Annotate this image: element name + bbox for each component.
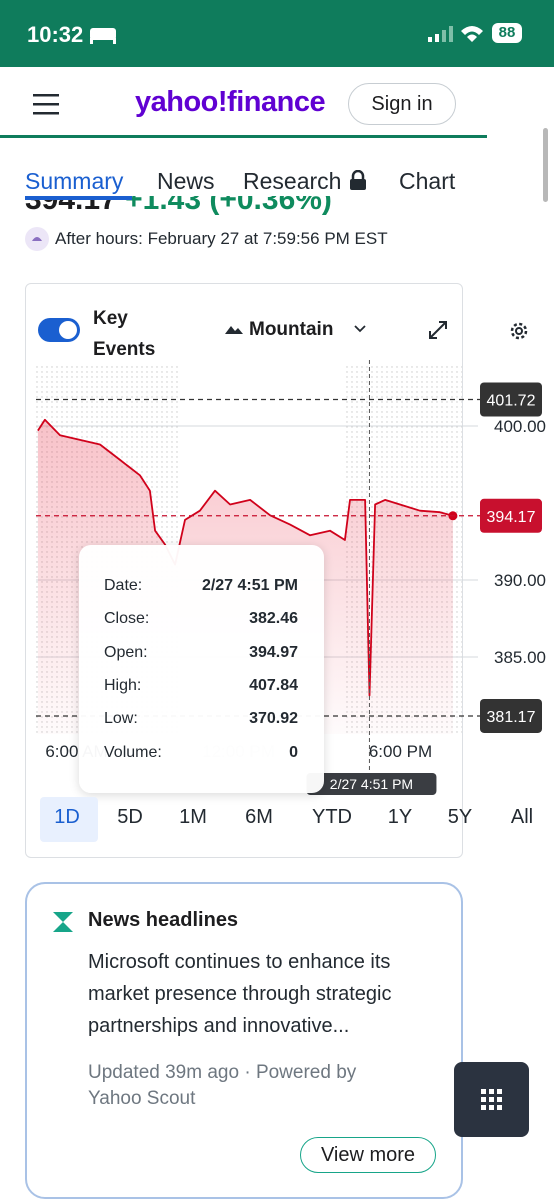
expand-button[interactable] <box>428 320 448 340</box>
range-button[interactable]: 6M <box>245 806 273 828</box>
news-updated: Updated 39m ago · Powered by Yahoo Scout <box>88 1062 357 1109</box>
settings-button[interactable] <box>508 320 530 342</box>
tooltip-value: 394.97 <box>249 643 298 661</box>
news-body: Microsoft continues to enhance its marke… <box>88 951 392 1037</box>
reference-label: 394.17 <box>487 509 536 526</box>
header-rule <box>0 135 487 138</box>
range-button[interactable]: YTD <box>312 806 352 828</box>
reference-label: 381.17 <box>487 709 536 726</box>
quote: 394.17 +1.43 (+0.36%) <box>25 196 332 217</box>
scrollbar <box>543 128 548 202</box>
key-events-label: Key Events <box>93 308 156 360</box>
news-title: News headlines <box>88 909 239 931</box>
y-tick-label: 390.00 <box>494 571 546 590</box>
logo[interactable]: yahoo!finance <box>135 86 326 118</box>
range-active-bg <box>40 797 98 842</box>
chevron <box>354 325 366 333</box>
range-button[interactable]: 5D <box>117 806 143 828</box>
reference-label-bg <box>480 382 542 417</box>
tooltip-value: 407.84 <box>249 676 298 694</box>
y-tick-label: 385.00 <box>494 648 546 667</box>
signal-icon <box>428 26 453 42</box>
battery: 88 <box>492 23 522 43</box>
tooltip-label: High: <box>104 676 142 694</box>
change: +1.43 (+0.36%) <box>125 196 332 216</box>
crosshair-label-bg <box>306 773 437 795</box>
reference-label-bg <box>480 698 542 733</box>
reference-label: 401.72 <box>487 393 536 410</box>
tab[interactable]: Summary <box>25 168 124 194</box>
bed-icon <box>90 28 116 44</box>
status-bar: 10:32 88 <box>0 0 554 67</box>
tooltip-value: 2/27 4:51 PM <box>201 577 298 594</box>
tooltip-label: Close: <box>104 610 150 628</box>
tab[interactable]: Chart <box>399 168 456 194</box>
scout-icon <box>53 912 73 932</box>
chart-card <box>25 283 463 858</box>
reference-label-bg <box>480 498 542 533</box>
wifi-icon <box>461 26 483 42</box>
tooltip-label: Low: <box>104 710 138 728</box>
sign-in-button[interactable]: Sign in <box>348 83 456 125</box>
tooltip-value: 370.92 <box>249 710 298 728</box>
range-button[interactable]: 1D <box>54 806 80 828</box>
lock-icon <box>350 169 367 190</box>
tab[interactable]: News <box>157 168 215 194</box>
clock: 10:32 <box>27 22 84 47</box>
y-tick-label: 400.00 <box>494 417 546 436</box>
chart-type-button[interactable]: Mountain <box>249 319 334 340</box>
crosshair-label: 2/27 4:51 PM <box>330 776 413 792</box>
grid-button[interactable] <box>454 1062 529 1137</box>
tab[interactable]: Research <box>243 168 367 195</box>
tooltip-value: 382.46 <box>249 610 298 628</box>
tooltip-label: Open: <box>104 643 148 661</box>
tooltip-label: Volume: <box>104 743 162 761</box>
tab-underline <box>25 196 132 200</box>
price-line <box>37 418 454 697</box>
tooltip-label: Date: <box>104 577 143 594</box>
grid-icon <box>481 1089 502 1110</box>
range-button[interactable]: All <box>510 806 534 828</box>
after-hours: After hours: February 27 at 7:59:56 PM E… <box>55 229 388 248</box>
x-tick-label: 6:00 PM <box>369 742 432 761</box>
view-more-button[interactable]: View more <box>300 1137 436 1173</box>
range-button[interactable]: 1Y <box>387 806 413 828</box>
quote-clip: 394.17 +1.43 (+0.36%) <box>0 196 540 218</box>
menu-button[interactable] <box>33 93 59 115</box>
tooltip: Date: 2/27 4:51 PM Close: 382.46 Open: 394.97… <box>79 545 324 793</box>
tooltip-value: 0 <box>289 743 298 761</box>
price: 394.17 <box>25 196 117 216</box>
news-card <box>25 882 463 1199</box>
moon-icon <box>25 227 49 251</box>
range-button[interactable]: 5Y <box>447 806 473 828</box>
mountain-icon <box>225 326 243 334</box>
range-button[interactable]: 1M <box>179 806 207 828</box>
key-events-toggle[interactable] <box>38 318 80 342</box>
